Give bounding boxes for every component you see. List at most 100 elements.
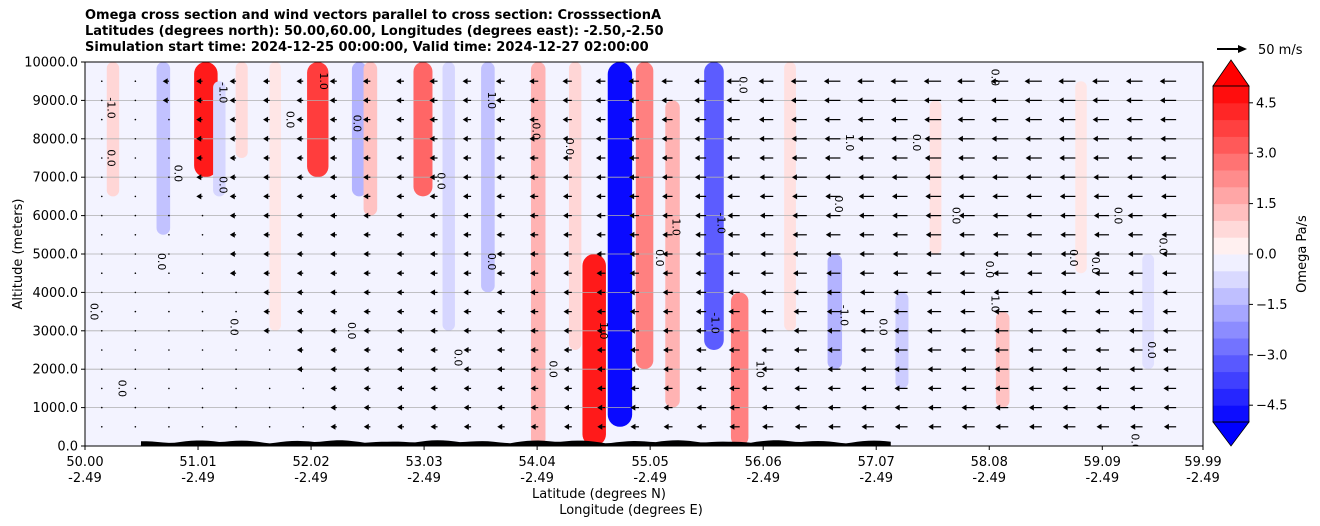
wind-vector-head-329	[662, 308, 668, 315]
wind-vector-41	[168, 368, 170, 371]
wind-vector-head-297	[596, 193, 602, 200]
wind-vector-615	[1162, 289, 1177, 296]
contour-label-19: 0.0	[546, 360, 559, 378]
contour-label-33: 0.0	[983, 261, 996, 279]
wind-vector-head-615	[1162, 289, 1168, 296]
wind-vector-head-205	[429, 135, 435, 142]
wind-vector-head-626	[1159, 78, 1165, 85]
x-axis: 50.00-2.4951.01-2.4952.02-2.4953.03-2.49…	[66, 446, 1222, 486]
wind-vector-153	[363, 404, 371, 411]
wind-vector-head-117	[296, 366, 302, 373]
wind-vector-head-605	[1126, 116, 1132, 123]
wind-vector-head-512	[957, 78, 963, 85]
colorbar-band-8	[1213, 270, 1249, 289]
wind-vector-304	[630, 423, 639, 430]
wind-vector-228	[497, 423, 505, 430]
wind-vector-607	[1125, 78, 1143, 85]
omega-column-9	[413, 62, 433, 197]
wind-vector-head-416	[791, 97, 797, 104]
wind-vector-138	[330, 327, 337, 334]
wind-vector-471	[891, 135, 908, 142]
wind-vector-head-112	[263, 97, 269, 104]
wind-vector-head-370	[727, 251, 733, 257]
wind-vector-head-424	[826, 308, 832, 315]
wind-vector-527	[991, 155, 1009, 161]
wind-vector-head-406	[793, 289, 799, 296]
wind-vector-head-246	[495, 78, 501, 85]
wind-vector-36	[134, 99, 137, 102]
omega-column-18	[704, 62, 724, 350]
wind-vector-head-88	[229, 193, 235, 200]
wind-vector-308	[630, 347, 639, 353]
wind-vector-head-543	[1026, 212, 1032, 219]
omega-column-0	[106, 62, 120, 197]
wind-vector-444	[859, 289, 874, 296]
wind-vector-head-300	[595, 135, 601, 142]
wind-vector-330	[662, 289, 673, 296]
wind-vector-485	[925, 231, 942, 238]
wind-vector-head-560	[1060, 251, 1066, 257]
wind-vector-head-598	[1128, 251, 1134, 257]
wind-vector-503	[959, 251, 975, 257]
wind-vector-133	[330, 423, 337, 430]
wind-vector-head-262	[529, 135, 535, 142]
wind-vector-146	[329, 174, 337, 181]
wind-vector-125	[296, 212, 304, 219]
wind-vector-head-279	[562, 174, 568, 181]
contour-label-34: 1.0	[988, 295, 1001, 313]
wind-vector-548	[1025, 116, 1042, 123]
wind-vector-head-602	[1127, 174, 1133, 181]
wind-vector-271	[563, 327, 572, 334]
wind-vector-382	[761, 385, 774, 392]
omega-column-4	[235, 62, 248, 158]
colorbar-tick-label-5: −3.0	[1256, 348, 1288, 363]
wind-vector-head-146	[329, 174, 335, 181]
wind-vector-297	[596, 193, 606, 200]
wind-vector-head-472	[891, 116, 897, 123]
omega-column-15	[607, 62, 633, 427]
wind-vector-276	[563, 231, 572, 238]
wind-vector-head-133	[330, 423, 336, 430]
wind-vector-head-574	[1095, 347, 1101, 353]
wind-vector-463	[893, 289, 908, 296]
wind-vector-506	[958, 193, 975, 200]
wind-vector-355	[694, 174, 707, 181]
wind-vector-head-444	[859, 289, 865, 296]
wind-vector-256	[529, 251, 539, 257]
wind-vector-442	[860, 327, 874, 334]
wind-vector-100	[263, 327, 270, 334]
wind-vector-head-378	[726, 97, 732, 104]
wind-vector-head-191	[430, 404, 436, 411]
wind-vector-head-301	[595, 116, 601, 123]
wind-vector-296	[596, 212, 606, 219]
wind-vector-522	[993, 251, 1009, 257]
wind-vector-head-497	[960, 366, 966, 373]
wind-vector-head-575	[1095, 327, 1101, 334]
wind-vector-612	[1162, 347, 1177, 353]
x-tick-label-lon-6: -2.49	[746, 471, 780, 486]
wind-vector-500	[960, 308, 975, 315]
wind-vector-head-389	[760, 251, 766, 257]
wind-vector-331	[662, 270, 673, 277]
wind-vector-head-163	[363, 212, 369, 219]
wind-vector-head-156	[363, 347, 369, 353]
wind-vector-73	[196, 116, 203, 123]
wind-vector-598	[1128, 251, 1143, 257]
wind-vector-head-217	[463, 270, 469, 277]
wind-vector-head-225	[462, 116, 468, 123]
wind-vector-513	[995, 423, 1009, 430]
wind-vector-head-446	[859, 251, 865, 257]
wind-vector-253	[530, 308, 539, 315]
wind-vector-head-169	[362, 97, 368, 104]
wind-vector-head-326	[663, 366, 669, 373]
wind-vector-head-129	[296, 135, 302, 142]
wind-vector-624	[1160, 116, 1177, 123]
wind-vector-592	[1129, 366, 1143, 373]
wind-vector-351	[695, 251, 707, 257]
wind-vector-551	[1062, 423, 1076, 430]
wind-vector-head-445	[859, 270, 865, 277]
wind-vector-head-534	[1028, 385, 1034, 392]
wind-vector-head-266	[564, 423, 570, 430]
colorbar-band-13	[1213, 186, 1249, 205]
wind-vector-head-440	[860, 366, 866, 373]
